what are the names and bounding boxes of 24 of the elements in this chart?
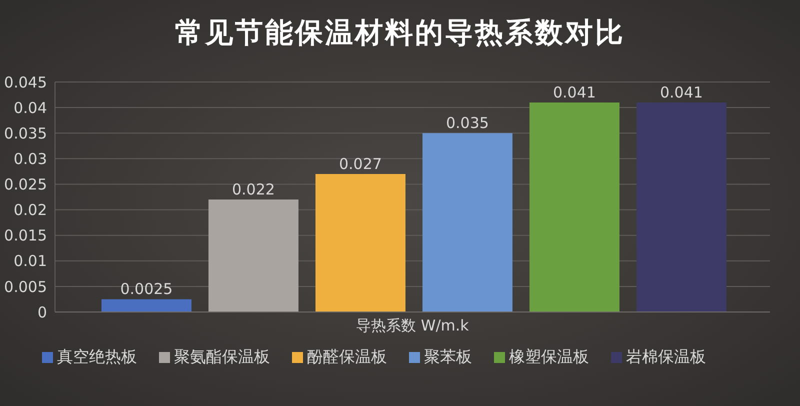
legend-label: 岩棉保温板 <box>626 347 706 366</box>
data-label: 0.035 <box>446 114 489 132</box>
y-tick-label: 0.005 <box>4 278 47 296</box>
y-tick-label: 0.035 <box>4 124 47 142</box>
data-label: 0.041 <box>553 83 596 102</box>
data-label: 0.0025 <box>120 280 173 298</box>
legend-label: 真空绝热板 <box>57 347 137 366</box>
y-tick-label: 0.03 <box>14 150 47 168</box>
y-tick-label: 0.025 <box>4 176 47 194</box>
y-tick-label: 0.04 <box>14 98 47 117</box>
chart-title: 常见节能保温材料的导热系数对比 <box>174 15 626 51</box>
data-label: 0.022 <box>232 180 275 199</box>
y-tick-label: 0.02 <box>14 201 47 220</box>
y-tick-label: 0.01 <box>14 252 47 270</box>
y-tick-label: 0.045 <box>4 73 47 92</box>
legend-label: 聚苯板 <box>424 347 472 366</box>
legend-label: 酚醛保温板 <box>307 347 387 366</box>
x-tick-label: 导热系数 W/m.k <box>356 316 470 335</box>
data-label: 0.041 <box>660 83 703 102</box>
y-tick-label: 0 <box>37 303 47 322</box>
legend-label: 聚氨酯保温板 <box>174 347 270 366</box>
y-tick-label: 0.015 <box>4 226 47 245</box>
data-label: 0.027 <box>339 155 382 173</box>
legend-label: 橡塑保温板 <box>509 347 589 366</box>
